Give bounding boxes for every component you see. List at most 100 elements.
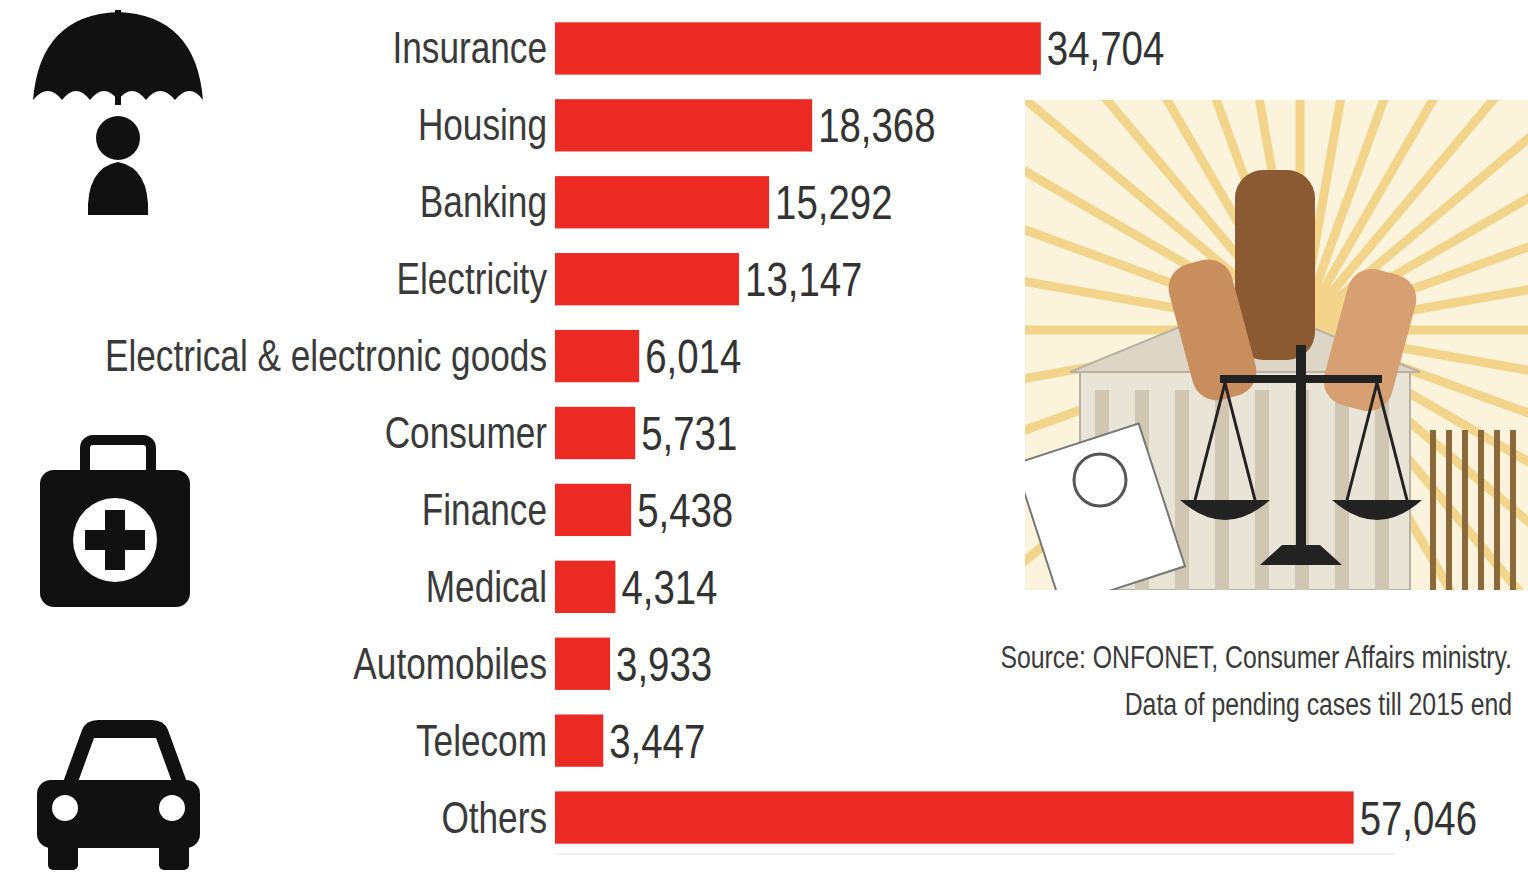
value-label: 18,368: [818, 99, 935, 152]
category-label: Electrical & electronic goods: [105, 331, 547, 380]
illustration-ray: [1300, 226, 1528, 330]
category-label-group: Electrical & electronic goods: [105, 331, 547, 380]
illustration-fence: [1494, 430, 1500, 590]
value-label-group: 5,438: [637, 484, 733, 537]
icon-car-light: [52, 795, 78, 821]
category-label: Telecom: [416, 716, 547, 765]
icon-car-roof: [62, 720, 188, 785]
illustration-body: [1025, 100, 1528, 590]
value-label-group: 6,014: [645, 330, 741, 383]
icon-kit-circle: [73, 498, 157, 582]
bar: [555, 638, 610, 690]
illustration-scale-base: [1260, 545, 1342, 565]
illustration-scale-string: [1225, 383, 1255, 500]
illustration-fist: [1163, 254, 1262, 406]
icon-person-body: [88, 162, 148, 215]
annotation: Data of pending cases till 2015 end: [1125, 687, 1512, 721]
value-label: 57,046: [1360, 791, 1477, 844]
illustration-scale-string: [1195, 383, 1225, 500]
annotations: Source: ONFONET, Consumer Affairs minist…: [1000, 640, 1512, 721]
value-label: 5,438: [637, 484, 733, 537]
illustration-fist: [1235, 170, 1315, 360]
illustration-fence: [1510, 430, 1516, 590]
icon-car-wheel: [159, 840, 189, 870]
category-label-group: Electricity: [396, 254, 547, 303]
bar: [555, 330, 639, 382]
category-label: Electricity: [396, 254, 547, 303]
illustration-column: [1215, 390, 1229, 590]
category-label: Insurance: [392, 24, 547, 73]
value-label-group: 57,046: [1360, 791, 1477, 844]
value-label: 34,704: [1047, 22, 1164, 75]
category-label-group: Others: [441, 793, 547, 842]
category-label: Consumer: [385, 408, 547, 457]
bar: [555, 561, 615, 613]
value-label-group: 34,704: [1047, 22, 1164, 75]
annotation-group: Source: ONFONET, Consumer Affairs minist…: [1000, 640, 1512, 674]
value-label-group: 4,314: [621, 561, 717, 614]
illustration-scale-pan: [1332, 500, 1422, 520]
category-label: Banking: [420, 178, 547, 227]
value-label: 5,731: [641, 407, 737, 460]
annotation-group: Data of pending cases till 2015 end: [1125, 687, 1512, 721]
bar: [555, 253, 739, 305]
icon-kit-cross: [85, 530, 145, 550]
bar: [555, 714, 603, 766]
value-label: 3,447: [609, 715, 705, 768]
icon-car-wheel: [48, 840, 78, 870]
category-label-group: Consumer: [385, 408, 547, 457]
value-label-group: 3,933: [616, 638, 712, 691]
icons: [33, 10, 203, 870]
value-label: 13,147: [745, 253, 862, 306]
annotation: Source: ONFONET, Consumer Affairs minist…: [1000, 640, 1512, 674]
illustration-column: [1335, 390, 1349, 590]
category-label: Medical: [426, 562, 547, 611]
illustration-seal: [1074, 454, 1126, 506]
x-axis-line: [555, 854, 1395, 855]
bar: [555, 99, 812, 151]
bar: [555, 484, 631, 536]
value-label-group: 18,368: [818, 99, 935, 152]
icon-umbrella-shaft: [115, 10, 121, 105]
illustration-fence: [1478, 430, 1484, 590]
illustration-fence: [1446, 430, 1452, 590]
illustration: [700, 0, 1528, 874]
category-label-group: Housing: [418, 101, 547, 150]
category-label-group: Telecom: [416, 716, 547, 765]
category-label: Others: [441, 793, 547, 842]
value-label-group: 13,147: [745, 253, 862, 306]
illustration-fist: [1318, 263, 1422, 416]
bar: [555, 407, 635, 459]
category-label-group: Finance: [422, 485, 547, 534]
icon-person-head: [96, 116, 140, 160]
value-label-group: 5,731: [641, 407, 737, 460]
chart: Insurance 34,704 Housing 18,368 Banking 15,29…: [0, 0, 1528, 874]
category-label-group: Medical: [426, 562, 547, 611]
category-label-group: Banking: [420, 178, 547, 227]
icon-kit-body: [40, 470, 190, 607]
illustration-scale-pan: [1180, 500, 1270, 520]
icon-car-window: [78, 738, 172, 782]
category-label: Housing: [418, 101, 547, 150]
category-label: Finance: [422, 485, 547, 534]
category-label-group: Insurance: [392, 24, 547, 73]
value-label-group: 3,447: [609, 715, 705, 768]
value-label: 15,292: [775, 176, 892, 229]
category-label: Automobiles: [353, 639, 547, 688]
bar: [555, 22, 1041, 74]
icon-car-light: [159, 795, 185, 821]
bar: [555, 791, 1354, 843]
illustration-scale-string: [1347, 383, 1377, 500]
value-label: 3,933: [616, 638, 712, 691]
illustration-fence: [1430, 430, 1436, 590]
icon-car-body: [37, 780, 200, 848]
value-label-group: 15,292: [775, 176, 892, 229]
illustration-document: [1025, 424, 1185, 590]
category-label-group: Automobiles: [353, 639, 547, 688]
illustration-scale-beam: [1220, 375, 1382, 383]
value-label: 6,014: [645, 330, 741, 383]
illustration-fence: [1462, 430, 1468, 590]
illustration-scale-string: [1377, 383, 1407, 500]
bar: [555, 176, 769, 228]
value-label: 4,314: [621, 561, 717, 614]
